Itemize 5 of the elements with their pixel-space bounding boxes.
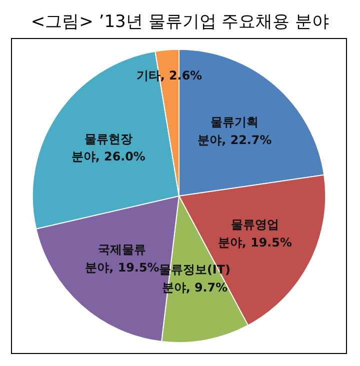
slice-label: 물류영업 분야, 19.5% xyxy=(218,218,292,250)
chart-title: <그림> ’13년 물류기업 주요채용 분야 xyxy=(30,11,330,34)
slice-label: 국제물류 분야, 19.5% xyxy=(85,242,160,274)
slice-label: 물류현장 분야, 26.0% xyxy=(71,132,146,164)
slice-label: 물류기획 분야, 22.7% xyxy=(198,114,272,147)
